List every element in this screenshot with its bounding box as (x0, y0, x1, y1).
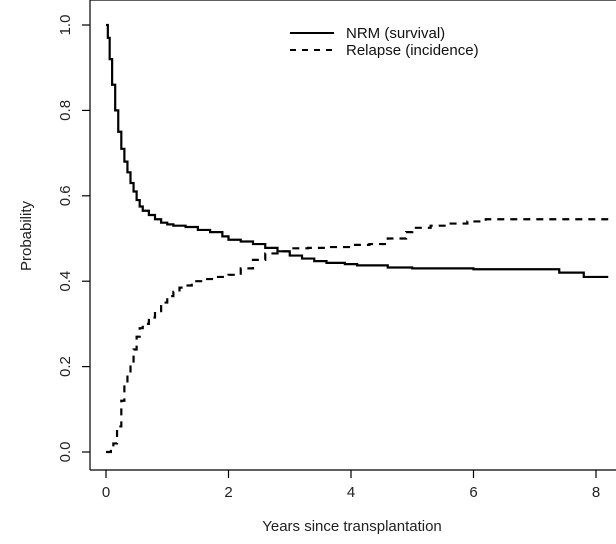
plot-frame (89, 0, 616, 471)
legend-label-relapse: Relapse (incidence) (346, 42, 479, 59)
y-tick-label: 0.6 (57, 185, 74, 206)
x-tick-label: 6 (469, 484, 477, 501)
legend-label-nrm: NRM (survival) (346, 25, 445, 42)
series-layer (106, 23, 609, 454)
nrm-survival-line (106, 23, 609, 279)
y-tick-label: 0.8 (57, 100, 74, 121)
y-tick-label: 0.2 (57, 356, 74, 377)
y-axis-title: Probability (18, 200, 35, 271)
relapse-incidence-line (106, 218, 609, 454)
x-axis-title: Years since transplantation (262, 518, 442, 535)
x-tick-label: 4 (347, 484, 355, 501)
x-tick-label: 8 (592, 484, 600, 501)
legend: NRM (survival) Relapse (incidence) (290, 25, 479, 59)
y-tick-label: 1.0 (57, 15, 74, 36)
x-tick-label: 0 (102, 484, 110, 501)
y-tick-label: 0.4 (57, 271, 74, 292)
x-tick-label: 2 (224, 484, 232, 501)
y-tick-label: 0.0 (57, 442, 74, 463)
x-axis: 0 2 4 6 8 (102, 470, 600, 501)
y-axis: 0.0 0.2 0.4 0.6 0.8 1.0 (57, 15, 90, 463)
